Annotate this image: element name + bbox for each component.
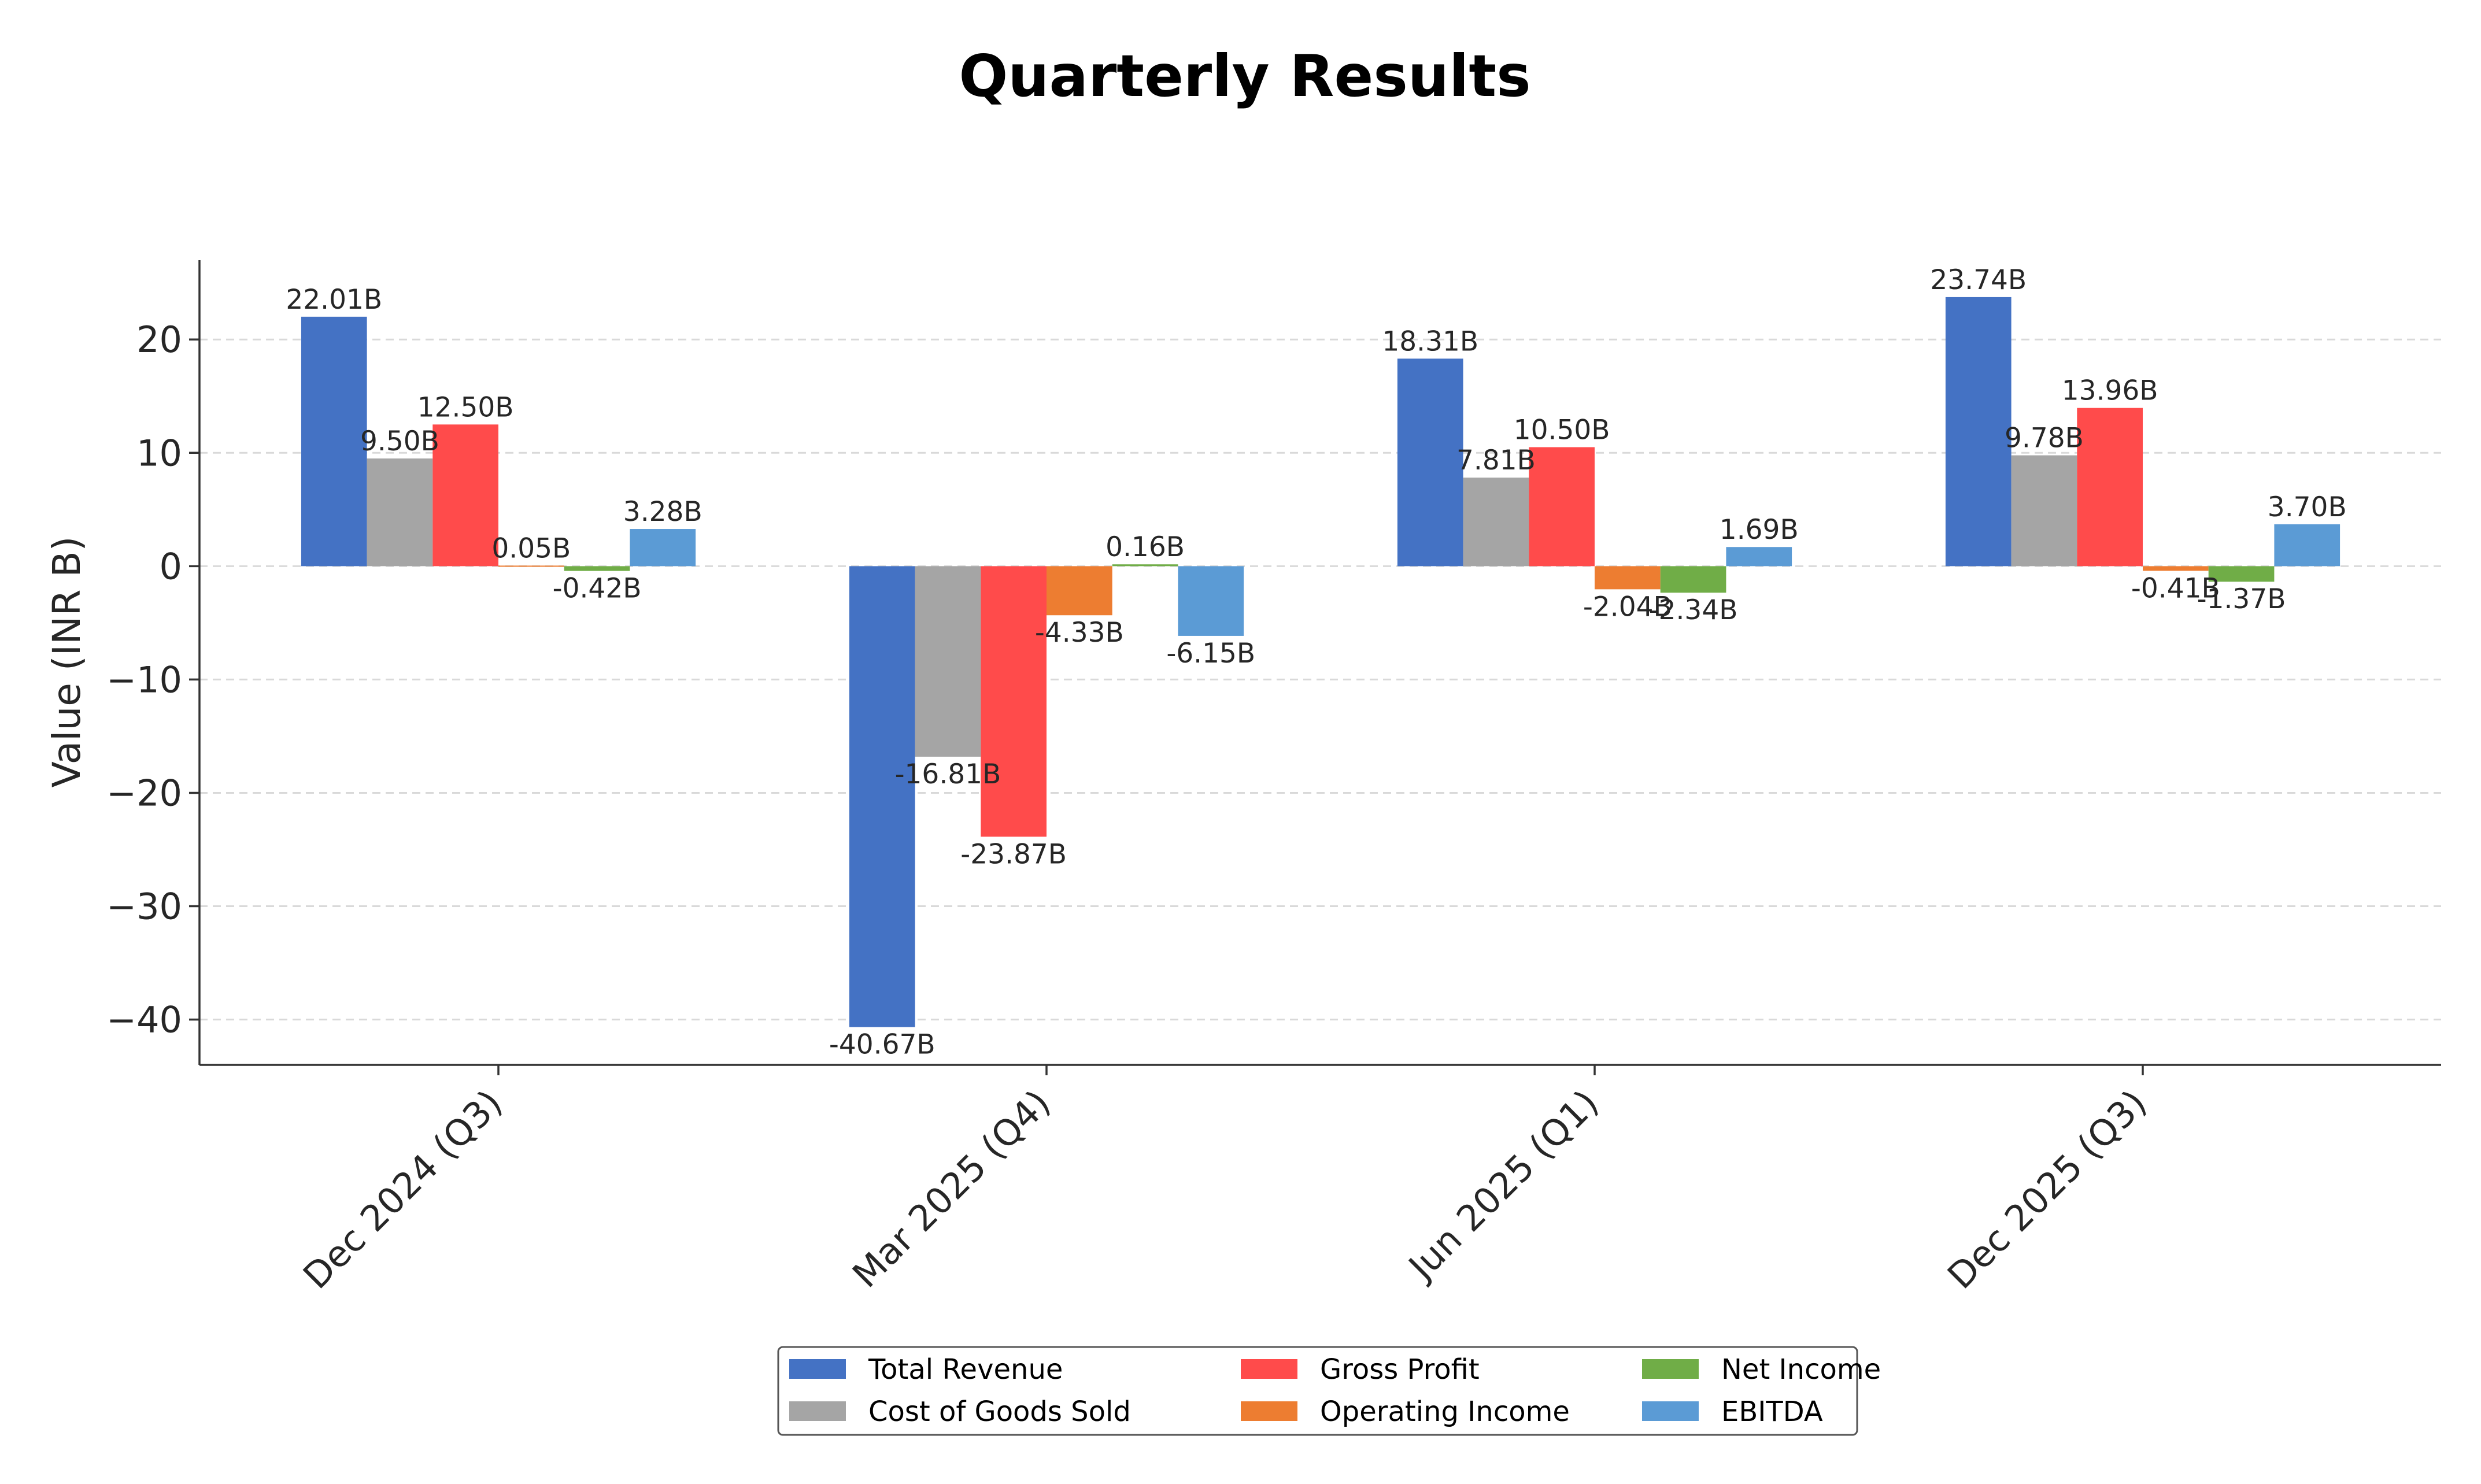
bar-value-label: 0.05B — [491, 532, 571, 564]
bar — [915, 566, 981, 757]
y-tick-label: −30 — [106, 886, 182, 928]
legend-entry-label: Net Income — [1721, 1353, 1881, 1386]
bar-value-label: -40.67B — [829, 1029, 936, 1061]
bar — [1595, 566, 1661, 590]
legend-entry-label: Operating Income — [1320, 1396, 1570, 1428]
bar-value-label: -6.15B — [1166, 638, 1255, 669]
bar — [1112, 564, 1178, 567]
bar — [1726, 547, 1792, 567]
legend-entry-label: Total Revenue — [868, 1353, 1063, 1386]
bar — [981, 566, 1047, 837]
legend-swatch — [789, 1401, 846, 1421]
bars — [301, 297, 2341, 1027]
bar — [1529, 447, 1595, 567]
y-tick-label: −20 — [106, 772, 182, 814]
bar — [1463, 478, 1529, 567]
y-tick-label: 0 — [160, 545, 182, 587]
y-tick-label: 10 — [136, 432, 182, 474]
bar — [1047, 566, 1112, 616]
bar-value-label: -4.33B — [1035, 617, 1124, 649]
bar — [1397, 358, 1463, 567]
bar — [2077, 408, 2143, 567]
y-tick-label: 20 — [136, 319, 182, 361]
legend-swatch — [789, 1359, 846, 1379]
bar-value-label: 9.78B — [2005, 423, 2084, 454]
legend-entry-label: Gross Profit — [1320, 1353, 1480, 1386]
bar-value-label: 13.96B — [2062, 375, 2158, 407]
bar-value-label: -0.42B — [553, 573, 642, 605]
bar-value-label: -2.04B — [1583, 591, 1672, 623]
bar — [1945, 297, 2012, 567]
bar — [432, 424, 498, 567]
bar-value-label: 12.50B — [417, 391, 514, 423]
bar-value-label: 23.74B — [1930, 264, 2027, 296]
bar-value-label: 3.28B — [623, 496, 702, 528]
bar — [2274, 524, 2341, 567]
bar-value-label: -1.37B — [2197, 583, 2286, 615]
legend-entry-label: Cost of Goods Sold — [868, 1396, 1131, 1428]
bar-value-label: 10.50B — [1514, 414, 1610, 446]
bar-value-label: 1.69B — [1720, 514, 1799, 546]
legend-frame — [777, 1346, 1858, 1436]
y-tick-label: −10 — [106, 658, 182, 701]
bar-value-label: -2.34B — [1649, 594, 1738, 626]
bar-value-label: -0.41B — [2131, 572, 2220, 604]
bar — [367, 458, 433, 567]
bar — [301, 316, 367, 567]
bar-value-label: 18.31B — [1382, 325, 1478, 357]
bar — [630, 529, 696, 567]
bar-value-label: 22.01B — [286, 284, 382, 316]
bar-value-label: 9.50B — [360, 425, 439, 457]
bar-value-label: -23.87B — [960, 838, 1067, 870]
y-tick-label: −40 — [106, 999, 182, 1041]
y-axis-label: Value (INR B) — [45, 536, 89, 788]
bar — [1660, 566, 1726, 593]
chart-title: Quarterly Results — [959, 42, 1530, 110]
bar — [2143, 566, 2209, 571]
legend-swatch — [1642, 1401, 1699, 1421]
bar — [2208, 566, 2275, 582]
legend-entry-label: EBITDA — [1721, 1396, 1823, 1428]
bar — [498, 565, 564, 567]
legend: Total Revenue Cost of Goods Sold Gross Pro… — [777, 1346, 1881, 1436]
bar — [849, 566, 915, 1027]
bar — [1178, 566, 1244, 636]
x-tick-label: Jun 2025 (Q1) — [1399, 1082, 1607, 1289]
bar — [564, 566, 630, 571]
bar — [2011, 455, 2077, 567]
legend-swatch — [1241, 1401, 1297, 1421]
x-tick-label: Mar 2025 (Q4) — [844, 1082, 1058, 1296]
bar-value-label: -16.81B — [895, 758, 1001, 790]
x-tick-label: Dec 2024 (Q3) — [295, 1082, 511, 1297]
bar-value-label: 0.16B — [1105, 531, 1185, 563]
x-tick-label: Dec 2025 (Q3) — [1939, 1082, 2155, 1297]
bar-value-label: 3.70B — [2268, 491, 2347, 523]
legend-swatch — [1642, 1359, 1699, 1379]
legend-swatch — [1241, 1359, 1297, 1379]
bar-value-label: 7.81B — [1456, 445, 1536, 476]
